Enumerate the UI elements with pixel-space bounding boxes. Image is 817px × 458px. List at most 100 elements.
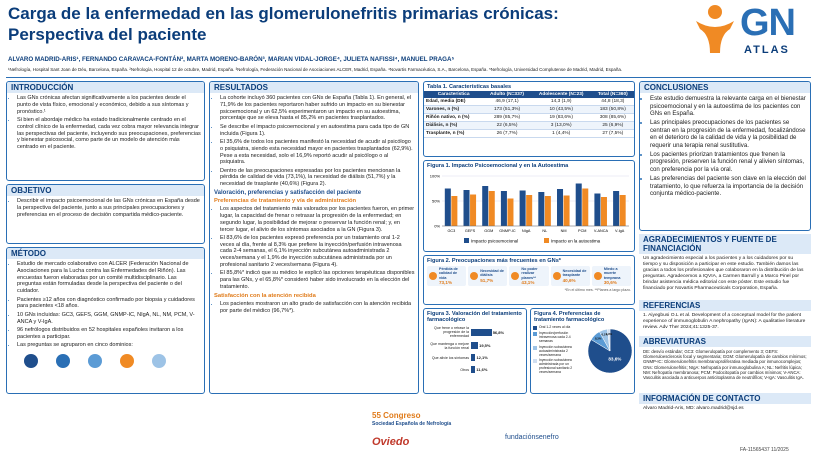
bar: [488, 191, 495, 226]
value-label: 83,6%: [609, 357, 622, 362]
section-text: 1. Aiyegbusi O.L et al. Development of a…: [643, 313, 806, 330]
objective-section: OBJETIVO Describir el impacto psicoemoci…: [6, 184, 205, 244]
authors: ALVARO MADRID-ARIS¹, FERNANDO CARAVACA-F…: [8, 56, 455, 63]
concern-value: 30,6%: [603, 279, 617, 285]
x-tick-label: GEFS: [465, 229, 476, 233]
value-label: 6,1%: [602, 333, 609, 337]
bullet-list: Describir el impacto psicoemocional de l…: [7, 198, 201, 218]
table-cell: 3 (13,0%): [530, 121, 592, 130]
legend-label: Oral 1-2 veces al día: [539, 325, 571, 329]
bar: [471, 366, 476, 374]
bullet-item: El 35,6% de todos los pacientes manifest…: [220, 139, 415, 166]
header-rule: [6, 77, 811, 78]
concern-label: Necesidad de trasplante: [562, 269, 587, 278]
table-cell: 44,8 (18,3): [591, 98, 634, 106]
legend-swatch: [544, 238, 549, 243]
y-tick-label: 100%: [430, 173, 441, 178]
category-label: Que mantenga o mejore la función renal: [430, 341, 469, 350]
table-cell: 10 (43,5%): [530, 105, 592, 114]
bullet-item: Las preguntas se agruparon en cinco domi…: [17, 342, 201, 349]
table-cell: 25 (6,9%): [591, 121, 634, 130]
bullet-item: 96 nefrólogos distribuidos en 52 hospita…: [17, 327, 201, 341]
bar: [482, 186, 489, 226]
hbar-chart: Que frene o retrase la progresión de la …: [424, 324, 526, 379]
x-tick-label: NM: [561, 229, 567, 233]
section-text: Alvaro Madrid-Aris, MD: alvaro.madrid@sj…: [643, 406, 744, 411]
bullet-list: La cohorte incluyó 360 pacientes con GNs…: [210, 95, 415, 188]
value-label: 19,5%: [479, 343, 491, 349]
table-cell: 14,3 (1,9): [530, 98, 592, 106]
category-label: Que frene o retrase la progresión de la …: [434, 326, 469, 339]
bullet-item: El 83,6% de los pacientes expresó prefer…: [220, 235, 415, 269]
section-heading: MÉTODO: [7, 248, 204, 259]
document-code: FA-11565437 11/2025: [740, 447, 789, 453]
bar: [470, 194, 477, 226]
concern-value: 40,6%: [562, 277, 576, 283]
bar-row: Que alivie los síntomas 12,1%: [427, 353, 523, 362]
table-cell: 19 (83,6%): [530, 113, 592, 122]
bar-chart: 0% 50% 100% GC3 GEFS GGM GNMP-IC NIgA NL NM PCM V-A…: [430, 173, 629, 243]
y-tick-label: 0%: [434, 223, 440, 228]
x-tick-label: V-IgA: [615, 229, 625, 233]
intro-section: INTRODUCCIÓN Las GNs crónicas afectan si…: [6, 81, 205, 181]
title-line: Perspectiva del paciente: [8, 25, 207, 44]
bar: [594, 193, 601, 226]
contact-section: INFORMACIÓN DE CONTACTO Alvaro Madrid-Ar…: [639, 393, 811, 417]
bar-area: 56,8%: [471, 328, 523, 337]
table-cell: 173 (51,3%): [483, 105, 531, 114]
bar-row: Que mantenga o mejore la función renal 19…: [427, 341, 523, 350]
legend-swatch: [533, 332, 537, 336]
legend-swatch: [533, 345, 537, 350]
subheading: Valoración, preferencias y satisfacción …: [214, 190, 362, 197]
category-label: Que alivie los síntomas: [431, 355, 469, 360]
bullet-item: Describir el impacto psicoemocional de l…: [17, 198, 201, 218]
bar: [557, 189, 564, 226]
table-cell: 22 (6,5%): [483, 121, 531, 130]
concern-icon: [552, 272, 561, 281]
subheading: Satisfacción con la atención recibida: [214, 292, 316, 299]
bar: [575, 183, 582, 226]
bullet-item: Este estudio demuestra la relevante carg…: [650, 95, 807, 118]
figure-1: Figura 1. Impacto Psicoemocional y en la…: [423, 160, 635, 252]
table-panel: Tabla 1. Características basales Caracte…: [423, 81, 635, 157]
results-section: RESULTADOS La cohorte incluyó 360 pacien…: [209, 81, 419, 394]
bullet-item: Las preferencias del paciente son clave …: [650, 175, 807, 198]
table-cell: 289 (85,7%): [483, 113, 531, 122]
bullet-item: Estudio de mercado colaborativo con ALCE…: [17, 261, 201, 295]
value-label: 56,8%: [492, 329, 505, 335]
concern-value: 73,1%: [439, 279, 453, 285]
logo-text: GN: [740, 2, 796, 44]
bar-area: 11,6%: [471, 365, 523, 374]
icon-row: [24, 353, 166, 368]
bullet-item: Los aspectos del tratamiento más valorad…: [220, 206, 415, 233]
concern-row: Pérdida de calidad de vida 73,1% Necesidad…: [424, 265, 634, 287]
bar: [507, 198, 514, 226]
legend: Oral 1-2 veces al día Inyección/perfusión…: [531, 324, 585, 379]
domain-icons: [7, 351, 204, 371]
legend-item: Inyección/perfusión intravenosa cada 2-4…: [533, 331, 583, 344]
legend-label: Impacto psicoemocional: [471, 238, 518, 243]
bar-row: Que frene o retrase la progresión de la …: [427, 326, 523, 338]
affiliations: ¹Nefrología, Hospital Sant Joan de Déu, …: [8, 67, 623, 72]
table-header: Característica Adulto (N=337) Adolescente …: [424, 91, 634, 98]
section-heading: ABREVIATURAS: [639, 336, 811, 347]
bar-area: 19,5%: [471, 341, 523, 350]
figure-title: Figura 3. Valoración del tratamiento far…: [427, 311, 522, 323]
section-heading: AGRADECIMIENTOS Y FUENTE DE FINANCIACIÓN: [639, 234, 811, 254]
subheading: Preferencias de tratamiento y vía de adm…: [214, 198, 357, 205]
x-tick-label: V-ANCA: [594, 229, 609, 233]
table-cell: Riñón nativo, n (%): [424, 113, 484, 122]
legend-label: Inyección subcutánea administrada por un…: [539, 358, 573, 375]
x-tick-label: PCM: [578, 229, 586, 233]
concern-text: Necesidad de trasplante 40,6%: [563, 269, 588, 283]
table-cell: 46,9 (17,1): [483, 98, 531, 106]
bullet-item: Las GNs crónicas afectan significativame…: [17, 95, 201, 115]
concern-card: Pérdida de calidad de vida 73,1%: [427, 266, 467, 287]
bar: [613, 191, 620, 226]
foundation: fundaciónsenefro: [505, 434, 559, 441]
bar-area: 12,1%: [471, 353, 523, 362]
bullet-item: Los pacientes priorizan tratamientos que…: [650, 151, 807, 174]
concern-label: Pérdida de calidad de vida: [439, 267, 458, 280]
table-header-cell: Adulto (N=337): [483, 91, 531, 98]
